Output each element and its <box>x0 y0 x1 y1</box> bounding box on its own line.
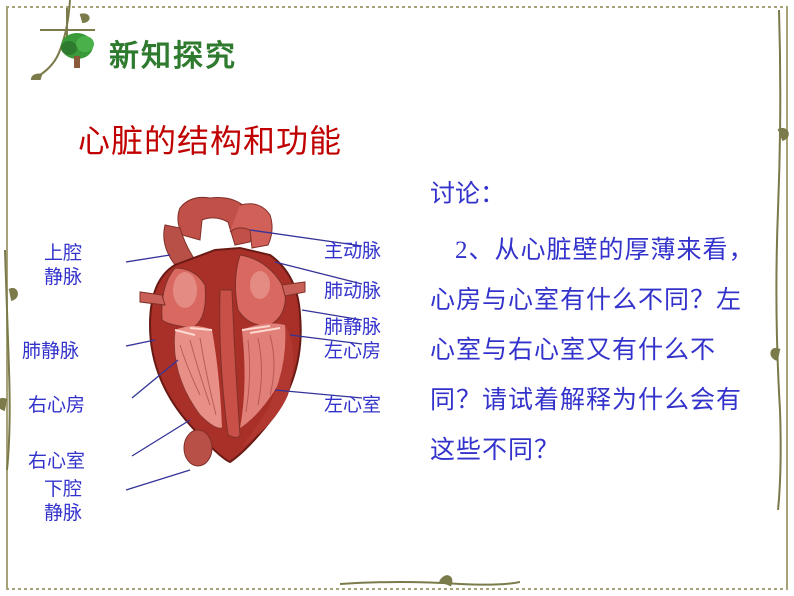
label-right-ventricle: 右心室 <box>28 450 85 474</box>
discussion-block: 讨论： 2、从心脏壁的厚薄来看，心房与心室有什么不同？左心室与右心室又有什么不同… <box>430 170 760 476</box>
discussion-body: 2、从心脏壁的厚薄来看，心房与心室有什么不同？左心室与右心室又有什么不同？请试着… <box>430 226 760 476</box>
header: 新知探究 <box>55 30 237 75</box>
label-left-atrium: 左心房 <box>324 340 381 364</box>
header-title: 新知探究 <box>109 31 237 75</box>
tree-icon <box>55 30 99 75</box>
label-right-atrium: 右心房 <box>28 394 85 418</box>
label-pulm-artery: 肺动脉 <box>324 280 381 304</box>
label-left-ventricle: 左心室 <box>324 394 381 418</box>
label-svc: 上腔静脉 <box>44 242 82 290</box>
label-ivc: 下腔静脉 <box>44 478 82 526</box>
heart-illustration <box>120 190 330 480</box>
label-pulm-vein-r: 肺静脉 <box>324 316 381 340</box>
label-aorta: 主动脉 <box>324 240 381 264</box>
main-title: 心脏的结构和功能 <box>78 116 342 162</box>
discussion-title: 讨论： <box>430 170 760 220</box>
label-pulm-vein-l: 肺静脉 <box>22 340 79 364</box>
